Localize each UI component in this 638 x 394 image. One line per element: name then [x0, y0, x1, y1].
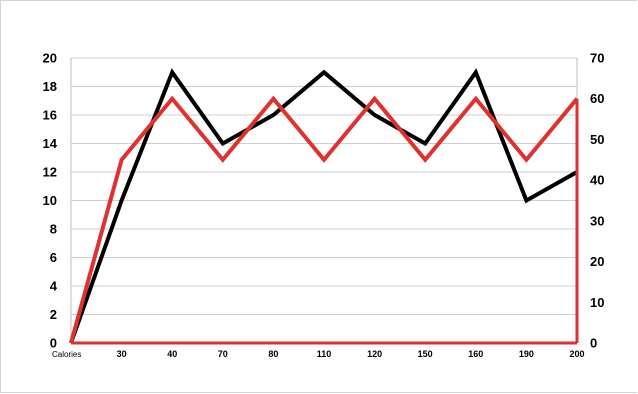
x-tick-label: 190 [519, 349, 534, 359]
x-tick-label: 150 [418, 349, 433, 359]
series-line-0 [69, 68, 578, 344]
x-tick-label: Calories [52, 350, 81, 359]
series-line-1 [69, 95, 579, 344]
series-lines [69, 68, 579, 345]
x-tick-label: 120 [367, 349, 382, 359]
right-tick-label: 10 [590, 295, 604, 310]
left-tick-label: 16 [43, 108, 57, 123]
right-tick-label: 50 [590, 132, 604, 147]
x-tick-label: 30 [117, 349, 127, 359]
left-tick-label: 6 [50, 250, 57, 265]
left-tick-label: 2 [50, 307, 57, 322]
right-tick-label: 20 [590, 254, 604, 269]
right-tick-label: 40 [590, 173, 604, 188]
left-tick-label: 12 [43, 165, 57, 180]
left-tick-label: 10 [43, 193, 57, 208]
gridlines [71, 57, 577, 315]
left-tick-label: 14 [43, 136, 58, 151]
left-tick-label: 8 [50, 222, 57, 237]
x-tick-label: 160 [468, 349, 483, 359]
right-tick-label: 60 [590, 91, 604, 106]
right-tick-label: 30 [590, 213, 604, 228]
x-tick-label: 200 [569, 349, 584, 359]
right-tick-label: 70 [590, 51, 604, 66]
right-tick-label: 0 [590, 336, 597, 351]
tick-labels: 02468101214161820010203040506070Calories… [43, 51, 605, 360]
x-tick-label: 40 [167, 349, 177, 359]
left-tick-label: 18 [43, 79, 57, 94]
left-tick-label: 20 [43, 51, 57, 66]
x-tick-label: 80 [268, 349, 278, 359]
x-tick-label: 110 [317, 349, 332, 359]
left-tick-label: 0 [50, 336, 57, 351]
x-tick-label: 70 [218, 349, 228, 359]
left-tick-label: 4 [50, 279, 58, 294]
